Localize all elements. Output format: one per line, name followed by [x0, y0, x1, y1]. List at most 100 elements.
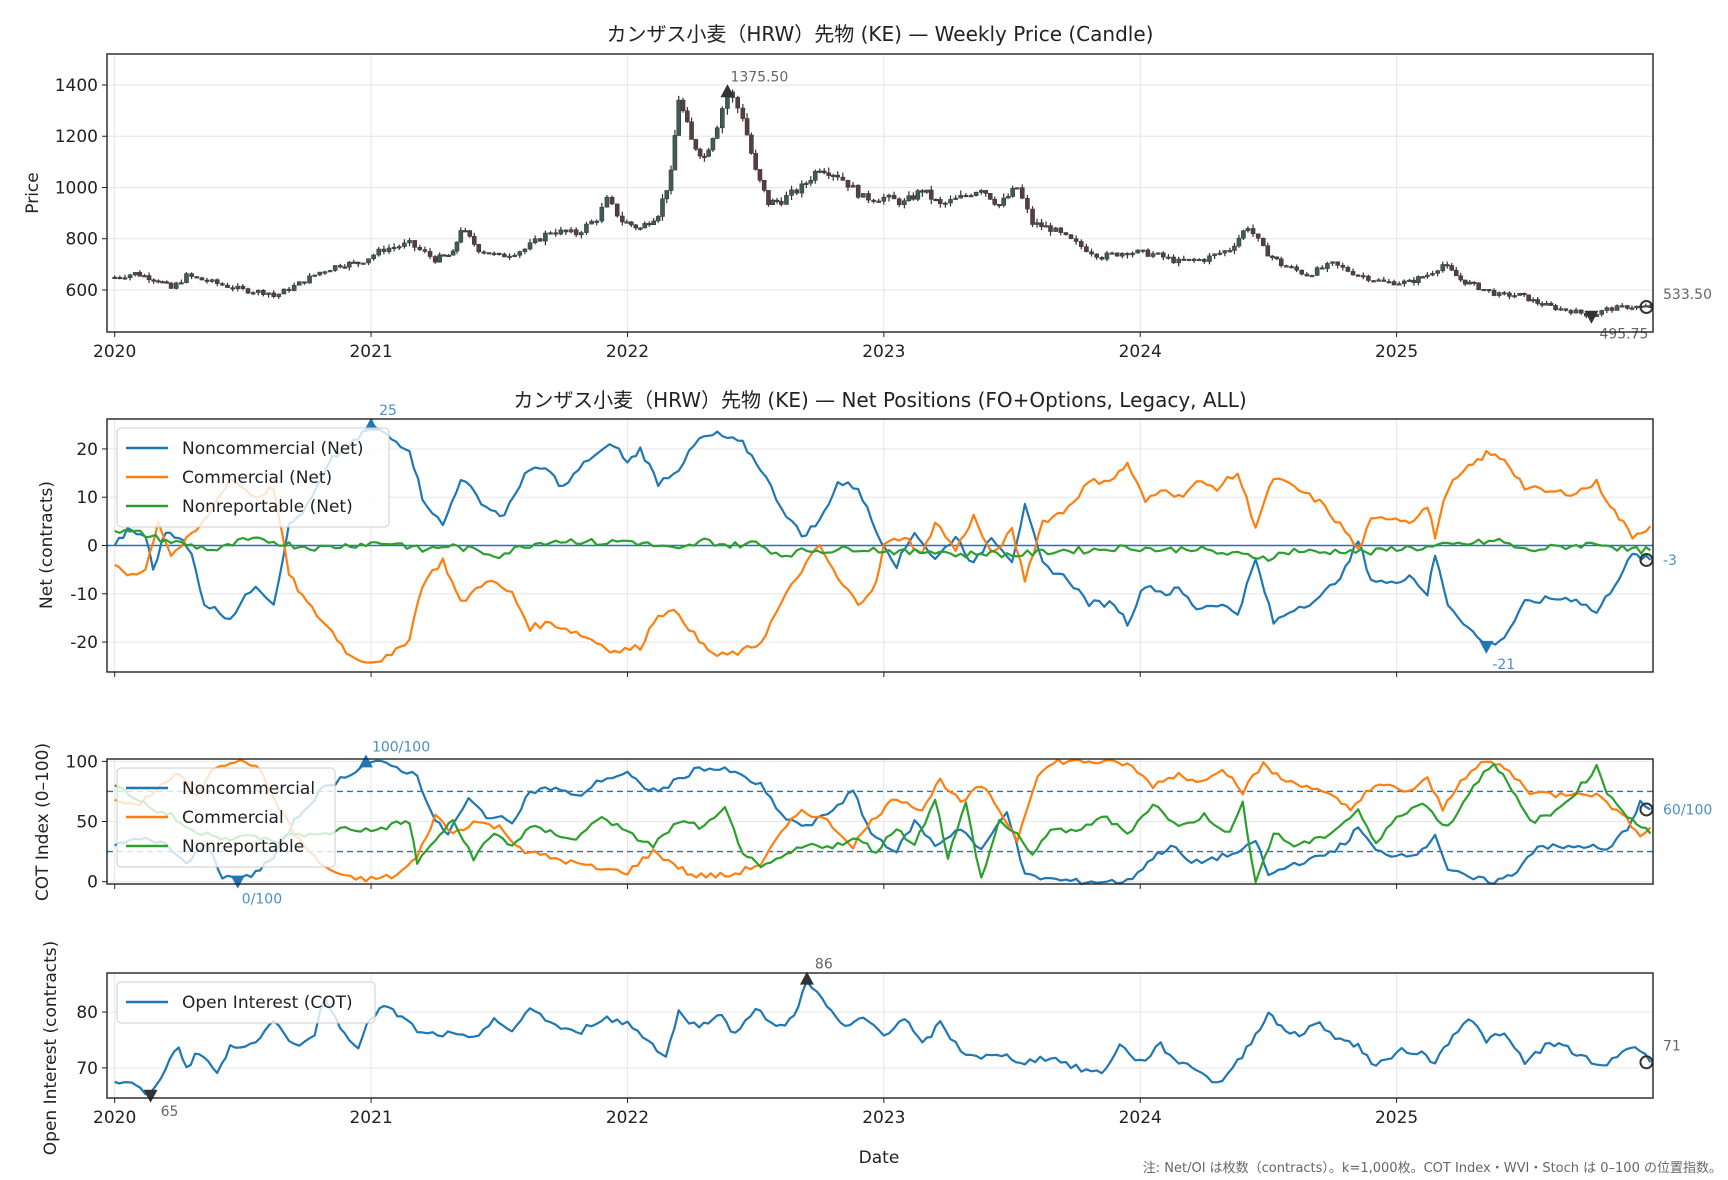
net-chart-title: カンザス小麦（HRW）先物 (KE) — Net Positions (FO+O…: [513, 388, 1246, 412]
candle-down: [845, 179, 851, 188]
max-annotation-label: 100/100: [372, 739, 430, 755]
candle-up: [1005, 196, 1011, 199]
candle-down: [1340, 265, 1346, 268]
candle-up: [1634, 305, 1639, 309]
min-marker-icon: [143, 1089, 158, 1103]
candle-down: [471, 236, 477, 245]
candle-up: [1496, 292, 1502, 296]
candle-up: [1155, 252, 1161, 255]
price-panel: カンザス小麦（HRW）先物 (KE) — Weekly Price (Candl…: [23, 22, 1712, 362]
candle-up: [924, 189, 930, 193]
candle-down: [1078, 241, 1084, 247]
candle-down: [225, 284, 230, 288]
candle-up: [1544, 303, 1549, 306]
candle-up: [714, 127, 720, 139]
candle-up: [266, 292, 271, 295]
candle-up: [396, 246, 402, 249]
candle-down: [412, 240, 417, 248]
candle-down: [220, 283, 225, 286]
oi-frame: [106, 972, 1654, 1099]
candle-up: [351, 261, 357, 264]
x-tick-label: 2021: [349, 342, 392, 362]
x-tick-label: 2020: [93, 342, 136, 362]
candle-down: [757, 169, 763, 181]
min-marker-icon: [1479, 640, 1494, 654]
candle-down: [1381, 279, 1387, 282]
cot-legend: Noncommercial Commercial Nonreportable: [116, 767, 336, 868]
y-tick-label: 80: [76, 1003, 98, 1023]
candle-up: [720, 108, 725, 129]
candle-down: [620, 215, 625, 223]
candle-up: [446, 254, 451, 258]
min-marker-icon: [1584, 310, 1599, 324]
candle-down: [417, 247, 423, 250]
candle-up: [1217, 252, 1223, 255]
candle-down: [1563, 308, 1569, 311]
candle-up: [317, 271, 323, 276]
candle-down: [1521, 292, 1527, 296]
candle-down: [968, 195, 974, 198]
candle-down: [160, 281, 165, 284]
candle-up: [1530, 299, 1536, 302]
series-line-noncommercial: [114, 759, 1651, 886]
legend-label: Open Interest (COT): [182, 993, 353, 1013]
candle-down: [194, 276, 200, 279]
candle-up: [1236, 237, 1242, 247]
candle-down: [1304, 273, 1310, 277]
candle-up: [1222, 250, 1228, 254]
oi-y-label: Open Interest (contracts): [41, 941, 61, 1155]
candle-down: [1391, 281, 1397, 286]
candle-down: [840, 176, 846, 181]
price-candles: [112, 88, 1653, 319]
candle-down: [891, 194, 897, 200]
candle-up: [517, 251, 523, 256]
candle-down: [1411, 279, 1417, 283]
candle-down: [749, 134, 754, 154]
candle-up: [655, 216, 661, 222]
candle-up: [1014, 187, 1020, 190]
candle-up: [830, 174, 836, 177]
candle-up: [1010, 188, 1015, 197]
candle-up: [1558, 308, 1564, 311]
candle-down: [1299, 269, 1305, 275]
candle-up: [978, 190, 984, 193]
candle-down: [996, 204, 1002, 207]
candle-down: [1578, 309, 1584, 314]
candle-down: [684, 110, 690, 123]
candle-up: [953, 197, 958, 200]
candle-up: [437, 254, 442, 263]
candle-up: [184, 273, 189, 283]
candle-down: [928, 189, 934, 200]
candle-up: [1245, 228, 1251, 232]
candle-down: [983, 190, 989, 194]
candle-up: [522, 248, 528, 252]
candle-down: [1491, 289, 1497, 296]
candle-down: [214, 279, 220, 284]
candle-down: [1058, 227, 1064, 233]
candle-up: [1599, 310, 1605, 315]
candle-down: [702, 155, 707, 158]
y-tick-label: 0: [87, 537, 98, 557]
min-annotation-label: 65: [161, 1104, 179, 1120]
candle-down: [427, 251, 433, 257]
candle-down: [1471, 281, 1477, 284]
candle-up: [1425, 274, 1430, 278]
min-annotation-label: 0/100: [242, 892, 282, 908]
cot-x-ticks: [114, 884, 1398, 889]
candle-down: [794, 189, 799, 194]
candle-up: [1241, 230, 1246, 239]
candle-down: [896, 198, 902, 206]
candle-up: [366, 258, 371, 264]
oi-annotations: 86 65 71: [143, 957, 1681, 1120]
candle-down: [1535, 299, 1540, 304]
candle-down: [1284, 265, 1289, 268]
candle-up: [1130, 252, 1135, 256]
candle-down: [573, 229, 579, 236]
y-tick-label: 50: [76, 813, 98, 833]
cot-y-ticks: 0 50 100: [66, 752, 107, 893]
candle-up: [450, 250, 456, 256]
candle-down: [381, 248, 387, 252]
candle-down: [866, 193, 871, 201]
x-tick-label: 2022: [606, 1108, 649, 1128]
